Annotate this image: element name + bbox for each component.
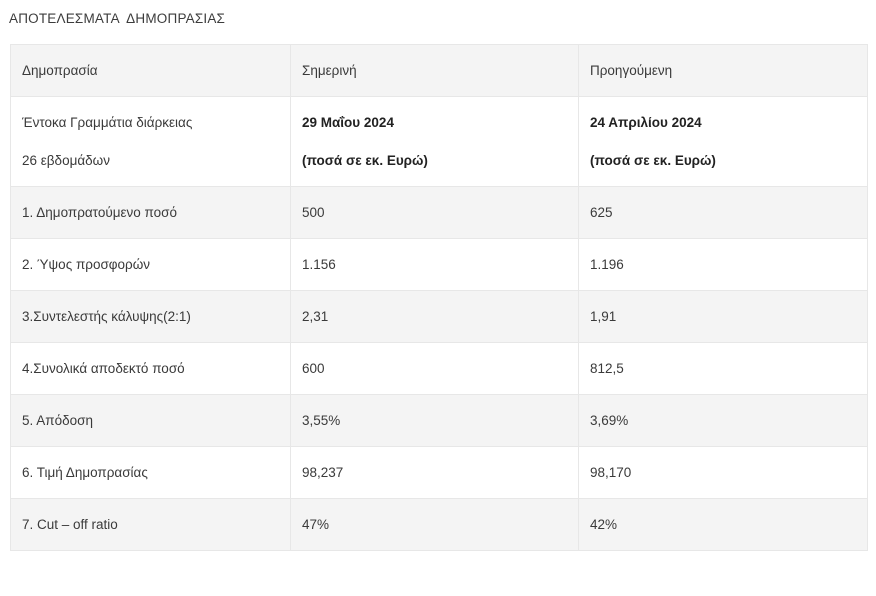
security-label-line1: Έντοκα Γραμμάτια διάρκειας	[22, 115, 193, 130]
row-label-cell: 7. Cut – off ratio	[10, 498, 291, 551]
column-header-current: Σημερινή	[290, 44, 579, 97]
column-header-previous: Προηγούμενη	[578, 44, 868, 97]
current-value-cell: 600	[290, 342, 579, 395]
row-label-cell: 2. Ύψος προσφορών	[10, 238, 291, 291]
table-row-coverage-ratio: 3.Συντελεστής κάλυψης(2:1) 2,31 1,91	[10, 290, 868, 343]
current-value-cell: 2,31	[290, 290, 579, 343]
current-value-cell: 500	[290, 186, 579, 239]
table-row-accepted-amount: 4.Συνολικά αποδεκτό ποσό 600 812,5	[10, 342, 868, 395]
auction-results-table: Δημοπρασία Σημερινή Προηγούμενη Έντοκα Γ…	[10, 44, 868, 551]
previous-value-cell: 3,69%	[578, 394, 868, 447]
previous-auction-date: 24 Απριλίου 2024	[590, 115, 702, 130]
previous-value-cell: 98,170	[578, 446, 868, 499]
current-units-note: (ποσά σε εκ. Ευρώ)	[302, 153, 428, 168]
security-label-line2: 26 εβδομάδων	[22, 153, 110, 168]
previous-value-cell: 812,5	[578, 342, 868, 395]
page-title: ΑΠΟΤΕΛΕΣΜΑΤΑ ΔΗΜΟΠΡΑΣΙΑΣ	[9, 11, 226, 26]
previous-units-note: (ποσά σε εκ. Ευρώ)	[590, 153, 716, 168]
table-header-row: Δημοπρασία Σημερινή Προηγούμενη	[10, 44, 868, 97]
row-label-cell: 3.Συντελεστής κάλυψης(2:1)	[10, 290, 291, 343]
current-value-cell: 3,55%	[290, 394, 579, 447]
previous-value-cell: 1.196	[578, 238, 868, 291]
current-value-cell: 98,237	[290, 446, 579, 499]
column-header-auction: Δημοπρασία	[10, 44, 291, 97]
current-value-cell: 1.156	[290, 238, 579, 291]
row-label-cell: 6. Τιμή Δημοπρασίας	[10, 446, 291, 499]
table-row-auction-price: 6. Τιμή Δημοπρασίας 98,237 98,170	[10, 446, 868, 499]
table-row-yield: 5. Απόδοση 3,55% 3,69%	[10, 394, 868, 447]
row-label-cell: 5. Απόδοση	[10, 394, 291, 447]
table-row-total-bids: 2. Ύψος προσφορών 1.156 1.196	[10, 238, 868, 291]
previous-value-cell: 1,91	[578, 290, 868, 343]
row-label-cell: 1. Δημοπρατούμενο ποσό	[10, 186, 291, 239]
table-row-auctioned-amount: 1. Δημοπρατούμενο ποσό 500 625	[10, 186, 868, 239]
previous-value-cell: 625	[578, 186, 868, 239]
row-label-cell: 4.Συνολικά αποδεκτό ποσό	[10, 342, 291, 395]
current-auction-date: 29 Μαΐου 2024	[302, 115, 394, 130]
table-row-cutoff-ratio: 7. Cut – off ratio 47% 42%	[10, 498, 868, 551]
previous-date-cell: 24 Απριλίου 2024 (ποσά σε εκ. Ευρώ)	[578, 96, 868, 187]
security-description-row: Έντοκα Γραμμάτια διάρκειας 26 εβδομάδων …	[10, 96, 868, 187]
current-date-cell: 29 Μαΐου 2024 (ποσά σε εκ. Ευρώ)	[290, 96, 579, 187]
security-label-cell: Έντοκα Γραμμάτια διάρκειας 26 εβδομάδων	[10, 96, 291, 187]
previous-value-cell: 42%	[578, 498, 868, 551]
current-value-cell: 47%	[290, 498, 579, 551]
